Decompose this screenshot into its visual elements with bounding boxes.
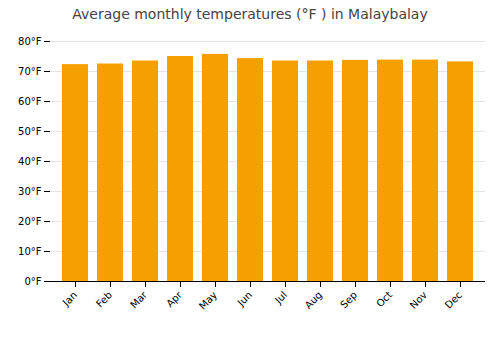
svg-text:Apr: Apr bbox=[164, 289, 185, 310]
svg-text:Mar: Mar bbox=[128, 289, 150, 311]
svg-text:Sep: Sep bbox=[338, 289, 359, 310]
svg-text:40°F: 40°F bbox=[18, 156, 42, 167]
svg-text:80°F: 80°F bbox=[18, 36, 42, 47]
svg-text:60°F: 60°F bbox=[18, 96, 42, 107]
svg-text:Jul: Jul bbox=[272, 289, 289, 306]
svg-text:Nov: Nov bbox=[408, 289, 430, 311]
svg-text:Oct: Oct bbox=[374, 289, 394, 309]
svg-text:30°F: 30°F bbox=[18, 186, 42, 197]
svg-text:50°F: 50°F bbox=[18, 126, 42, 137]
svg-text:0°F: 0°F bbox=[24, 276, 41, 287]
svg-text:20°F: 20°F bbox=[18, 216, 42, 227]
svg-text:Jun: Jun bbox=[235, 289, 255, 309]
svg-text:May: May bbox=[197, 289, 219, 311]
svg-text:70°F: 70°F bbox=[18, 66, 42, 77]
svg-text:Aug: Aug bbox=[303, 289, 325, 311]
svg-text:Feb: Feb bbox=[94, 289, 114, 309]
svg-text:Dec: Dec bbox=[443, 289, 464, 310]
svg-text:Jan: Jan bbox=[60, 289, 79, 308]
svg-text:10°F: 10°F bbox=[18, 246, 42, 257]
html-text:Average monthly temperatures (: Average monthly temperatures (°F ) in Ma… bbox=[72, 6, 428, 22]
